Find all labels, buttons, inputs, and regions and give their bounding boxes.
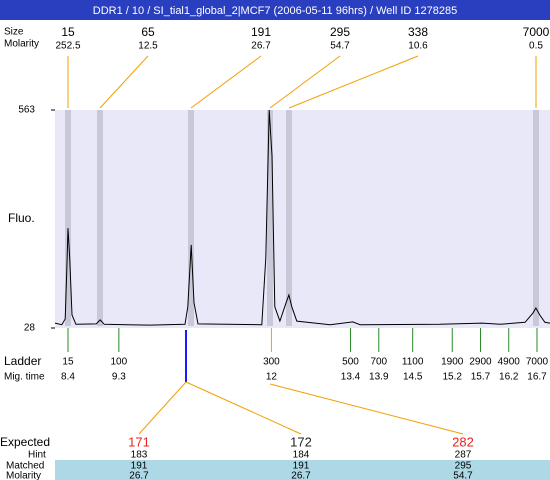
plot-area [55, 110, 550, 328]
ladder-size: 500 [342, 357, 359, 368]
ladder-size: 1900 [441, 357, 464, 368]
ladder-size: 7000 [526, 357, 549, 368]
peak-band [188, 110, 194, 326]
ladder-size: 2900 [469, 357, 492, 368]
y-axis-label: Fluo. [8, 211, 35, 225]
size-label: Size [4, 27, 24, 38]
ladder-size: 700 [370, 357, 387, 368]
hint-label: Hint [28, 450, 46, 461]
ladder-size: 1100 [402, 357, 424, 368]
mig-time-label: Mig. time [4, 372, 45, 383]
peak-molarity: 10.6 [408, 41, 428, 52]
peak-size: 295 [330, 25, 350, 39]
peak-size: 338 [408, 25, 428, 39]
ladder-mig-time: 16.7 [527, 372, 547, 383]
peak-molarity: 26.7 [251, 41, 271, 52]
ladder-mig-time: 13.4 [341, 372, 361, 383]
peak-molarity: 12.5 [138, 41, 158, 52]
matched-value: 191 [293, 461, 310, 472]
hint-value: 183 [131, 450, 148, 461]
peak-size: 7000 [523, 25, 550, 39]
y-tick-label: 563 [18, 105, 35, 116]
matched-bg [55, 460, 550, 480]
molarity-label: Molarity [4, 39, 39, 50]
peak-size: 65 [141, 25, 155, 39]
ladder-mig-time: 14.5 [403, 372, 423, 383]
hint-value: 287 [455, 450, 472, 461]
y-tick-label: 28 [24, 323, 36, 334]
peak-band [533, 110, 539, 326]
matched-value: 191 [131, 461, 148, 472]
peak-link [288, 55, 419, 109]
peak-band [97, 110, 103, 326]
ladder-mig-time: 13.9 [369, 372, 389, 383]
peak-band [65, 110, 71, 326]
ladder-size: 15 [62, 357, 74, 368]
ladder-size: 100 [111, 357, 128, 368]
ladder-mig-time: 12 [266, 372, 278, 383]
link-line [138, 381, 187, 435]
peak-molarity: 252.5 [55, 41, 80, 52]
expected-value: 171 [128, 434, 150, 449]
peak-molarity: 0.5 [529, 41, 543, 52]
ladder-label: Ladder [4, 354, 41, 368]
link-line [269, 383, 464, 435]
expected-value: 172 [290, 434, 312, 449]
ladder-mig-time: 15.7 [471, 372, 491, 383]
peak-link [99, 55, 149, 109]
header-bar [0, 0, 550, 20]
peak-link [269, 55, 341, 109]
peak-link [190, 55, 262, 109]
matched-label: Matched [6, 461, 44, 472]
link-line [185, 381, 302, 435]
ladder-mig-time: 15.2 [443, 372, 463, 383]
peak-band [267, 110, 273, 326]
molarity-value: 26.7 [291, 471, 311, 480]
ladder-size: 300 [263, 357, 280, 368]
ladder-mig-time: 9.3 [112, 372, 126, 383]
molarity-value: 54.7 [453, 471, 473, 480]
matched-value: 295 [455, 461, 472, 472]
molarity-value: 26.7 [129, 471, 149, 480]
trace [54, 109, 550, 326]
peak-size: 191 [251, 25, 271, 39]
ladder-size: 4900 [498, 357, 521, 368]
hint-value: 184 [293, 450, 310, 461]
header-title: DDR1 / 10 / SI_tial1_global_2|MCF7 (2006… [93, 5, 457, 17]
ladder-mig-time: 8.4 [61, 372, 75, 383]
ladder-mig-time: 16.2 [499, 372, 519, 383]
peak-size: 15 [61, 25, 75, 39]
expected-value: 282 [452, 434, 474, 449]
peak-band [286, 110, 292, 326]
molarity-row-label: Molarity [6, 471, 41, 480]
expected-label: Expected [0, 435, 50, 449]
peak-molarity: 54.7 [330, 41, 350, 52]
